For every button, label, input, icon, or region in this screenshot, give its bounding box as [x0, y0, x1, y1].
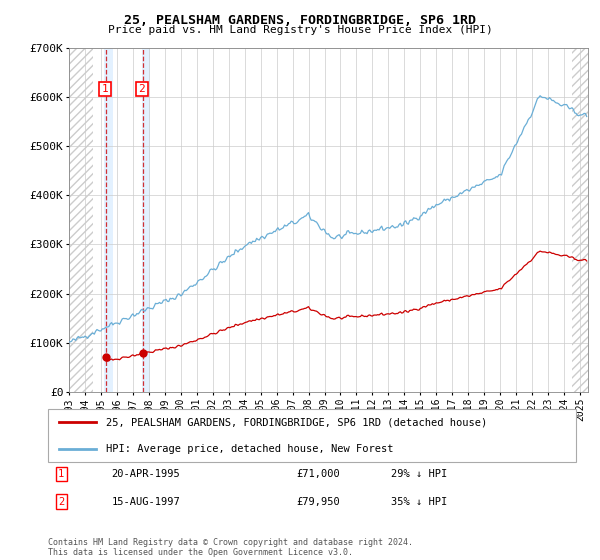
Text: HPI: Average price, detached house, New Forest: HPI: Average price, detached house, New … [106, 444, 394, 454]
Text: 25, PEALSHAM GARDENS, FORDINGBRIDGE, SP6 1RD: 25, PEALSHAM GARDENS, FORDINGBRIDGE, SP6… [124, 14, 476, 27]
Text: 1: 1 [58, 469, 64, 479]
FancyBboxPatch shape [48, 409, 576, 462]
Bar [572, 48, 588, 392]
Text: 1: 1 [101, 84, 109, 94]
Text: 2: 2 [139, 84, 145, 94]
Text: 35% ↓ HPI: 35% ↓ HPI [391, 497, 448, 507]
Text: Price paid vs. HM Land Registry's House Price Index (HPI): Price paid vs. HM Land Registry's House … [107, 25, 493, 35]
Text: 20-APR-1995: 20-APR-1995 [112, 469, 180, 479]
Text: Contains HM Land Registry data © Crown copyright and database right 2024.
This d: Contains HM Land Registry data © Crown c… [48, 538, 413, 557]
Bar [69, 48, 93, 392]
Text: 2: 2 [58, 497, 64, 507]
Text: 15-AUG-1997: 15-AUG-1997 [112, 497, 180, 507]
Text: 29% ↓ HPI: 29% ↓ HPI [391, 469, 448, 479]
Text: £71,000: £71,000 [296, 469, 340, 479]
Bar [104, 48, 113, 392]
Text: £79,950: £79,950 [296, 497, 340, 507]
Bar [142, 48, 150, 392]
Text: 25, PEALSHAM GARDENS, FORDINGBRIDGE, SP6 1RD (detached house): 25, PEALSHAM GARDENS, FORDINGBRIDGE, SP6… [106, 417, 487, 427]
